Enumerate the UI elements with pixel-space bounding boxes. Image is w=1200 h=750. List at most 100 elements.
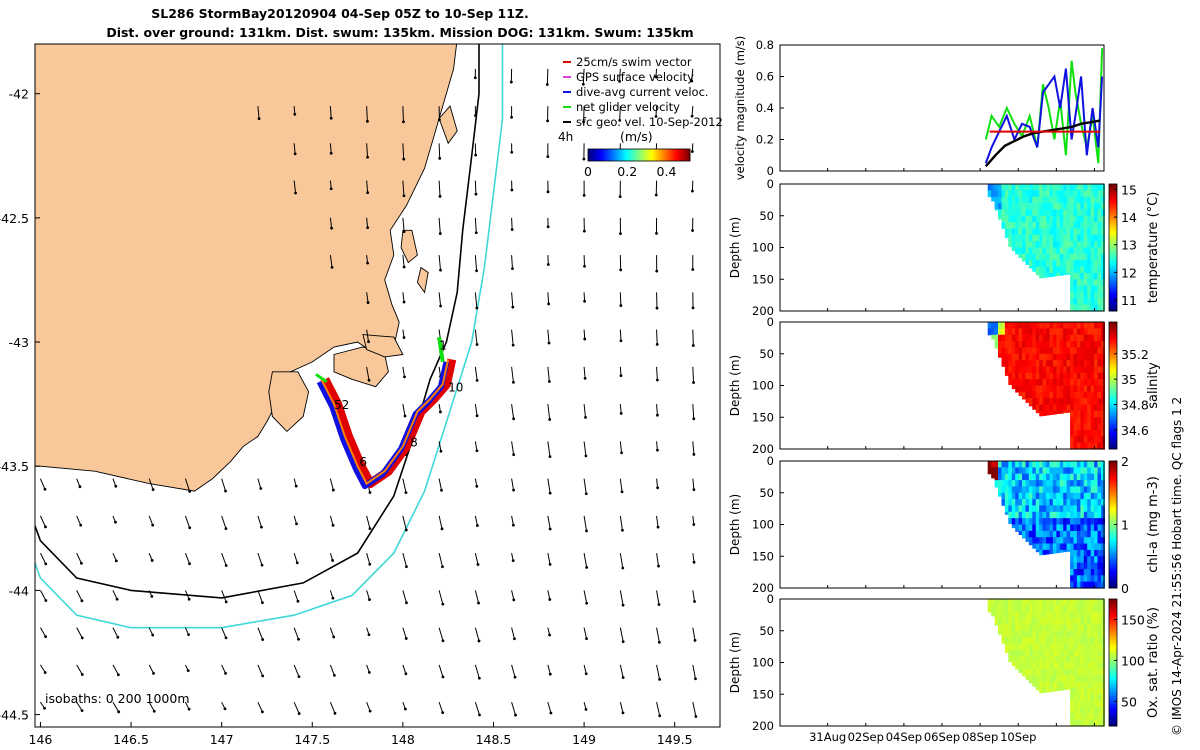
sfc-velocity-arrowhead: [690, 79, 694, 83]
salinity-cell: [1049, 322, 1054, 329]
salinity-cell: [1052, 385, 1057, 393]
chla-cell: [1073, 537, 1078, 545]
sfc-velocity-arrow: [402, 627, 407, 639]
temperature-cell: [1001, 184, 1006, 191]
temperature-cell: [1076, 222, 1081, 229]
legend-label: GPS surface velocity: [576, 70, 694, 84]
oxygen-cell: [1049, 643, 1054, 651]
colorbar-cell: [674, 149, 677, 161]
oxygen-cell: [1011, 630, 1016, 638]
chla-cell: [1097, 537, 1102, 545]
chla-cell: [1046, 499, 1051, 506]
oxygen-cell: [1001, 637, 1006, 644]
chla-cell: [1094, 549, 1099, 557]
salinity-cell: [1015, 360, 1020, 367]
salinity-cell: [1087, 423, 1092, 431]
oxygen-cell: [1073, 668, 1078, 676]
salinity-cell: [1001, 353, 1006, 361]
sfc-velocity-arrowhead: [329, 151, 333, 155]
sfc-velocity-arrowhead: [656, 413, 659, 417]
sfc-velocity-arrow: [619, 106, 621, 121]
oxygen-cell: [1090, 668, 1095, 676]
chla-cell: [1004, 499, 1009, 506]
salinity-cell: [1076, 417, 1081, 425]
sfc-velocity-arrowhead: [511, 523, 515, 527]
sfc-velocity-arrowhead: [618, 195, 622, 198]
chla-cell: [1101, 492, 1105, 500]
salinity-cell: [1101, 417, 1105, 425]
sfc-velocity-arrowhead: [439, 304, 443, 308]
velocity-y-tick-label: 0.6: [756, 70, 774, 84]
colorbar-cell: [659, 149, 662, 161]
oxygen-cell: [998, 611, 1002, 619]
chla-cell: [1015, 511, 1020, 519]
salinity-cell: [1008, 360, 1013, 367]
salinity-cell: [1080, 423, 1085, 431]
oxygen-cell: [1090, 700, 1095, 708]
salinity-cell: [1076, 372, 1081, 380]
chla-cell: [1063, 480, 1068, 487]
chla-cell: [1097, 461, 1102, 468]
temperature-colorbar-cell: [1109, 295, 1117, 299]
salinity-cell: [1004, 372, 1009, 376]
salinity-cell: [1039, 385, 1044, 393]
temperature-cell: [1073, 285, 1078, 293]
salinity-colorbar-cell: [1109, 418, 1117, 422]
oxygen-cell: [1059, 618, 1064, 625]
sfc-velocity-arrow: [76, 590, 83, 602]
salinity-cell: [1070, 353, 1075, 361]
temperature-cell: [1070, 228, 1075, 236]
salinity-cell: [1032, 398, 1037, 406]
oxygen-cell: [1080, 707, 1085, 714]
chla-cell: [1035, 473, 1040, 481]
chla-cell: [1022, 505, 1026, 513]
isobath-1000m: [35, 44, 504, 629]
salinity-cell: [1059, 385, 1064, 393]
chla-colorbar-cell: [1109, 486, 1117, 490]
salinity-cell: [1039, 328, 1044, 336]
chla-cell: [1097, 543, 1102, 551]
oxygen-cell: [1059, 643, 1064, 651]
salinity-cell: [1032, 347, 1037, 355]
oxygen-cell: [1097, 637, 1102, 645]
oxygen-cell: [1080, 599, 1085, 606]
oxygen-cell: [1008, 599, 1013, 606]
chla-cell: [1032, 480, 1037, 487]
sfc-velocity-arrow: [583, 441, 587, 456]
sfc-velocity-arrowhead: [331, 596, 335, 600]
chla-cell: [1025, 511, 1030, 519]
temperature-cell: [1076, 285, 1081, 293]
oxygen-cell: [1094, 624, 1099, 632]
salinity-cell: [1101, 360, 1105, 367]
oxygen-cell: [1056, 681, 1061, 689]
temperature-cell: [1025, 228, 1030, 236]
temperature-cell: [1049, 272, 1054, 277]
temperature-cell: [1011, 247, 1016, 252]
temperature-cell: [1101, 234, 1105, 242]
oxygen-cell: [1011, 637, 1016, 645]
temperature-cell: [1083, 279, 1088, 287]
temperature-colorbar-cell: [1109, 255, 1117, 259]
temperature-cell: [1059, 184, 1064, 191]
salinity-cell: [1097, 353, 1102, 361]
sfc-velocity-arrowhead: [656, 525, 660, 529]
chla-colorbar-cell: [1109, 506, 1117, 510]
sfc-velocity-arrowhead: [80, 636, 84, 640]
temperature-cell: [1076, 234, 1081, 242]
oxygen-cell: [1028, 605, 1033, 613]
salinity-cell: [1073, 328, 1078, 336]
oxygen-cell: [1046, 605, 1051, 613]
oxygen-cell: [1056, 637, 1061, 645]
temperature-cell: [1101, 272, 1105, 280]
oxygen-cell: [1101, 624, 1105, 632]
temperature-cell: [1094, 196, 1099, 204]
chla-cell: [1066, 467, 1071, 475]
chla-cell: [1039, 467, 1044, 475]
oxygen-cell: [1025, 675, 1030, 680]
sfc-velocity-arrow: [184, 552, 190, 564]
sfc-velocity-arrowhead: [583, 299, 586, 303]
sfc-velocity-arrowhead: [368, 598, 371, 601]
chla-y-tick-label: 150: [752, 549, 774, 563]
temperature-cell: [1049, 247, 1054, 255]
temperature-cell: [1018, 228, 1023, 236]
